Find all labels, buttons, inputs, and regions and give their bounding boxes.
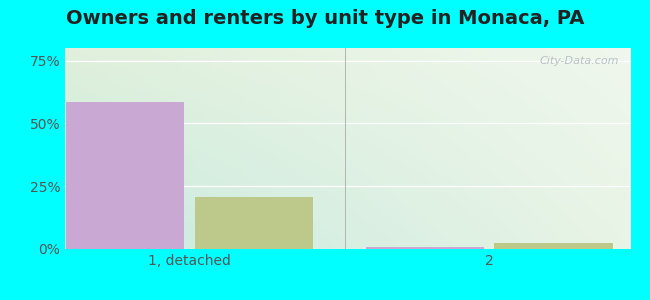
Bar — [365, 247, 484, 249]
Bar — [495, 243, 613, 249]
Legend: Owner occupied units, Renter occupied units: Owner occupied units, Renter occupied un… — [157, 296, 538, 300]
Bar — [66, 102, 184, 249]
Text: City-Data.com: City-Data.com — [540, 56, 619, 66]
Bar — [195, 197, 313, 249]
Text: Owners and renters by unit type in Monaca, PA: Owners and renters by unit type in Monac… — [66, 9, 584, 28]
